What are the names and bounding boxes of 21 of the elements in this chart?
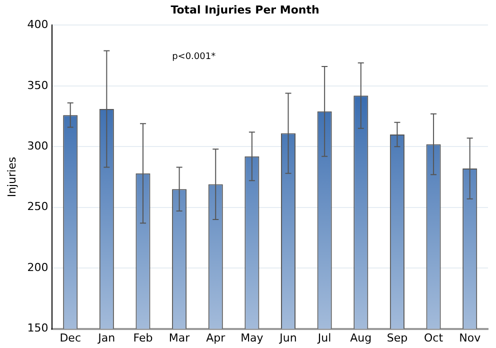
x-tick-label: Sep — [386, 331, 408, 344]
y-tick-label: 300 — [27, 140, 48, 152]
y-tick-label: 250 — [27, 200, 48, 214]
x-tick-label: Nov — [459, 331, 482, 344]
y-tick-label: 350 — [27, 78, 48, 92]
x-tick-label: Jun — [278, 331, 297, 344]
x-tick-label: Oct — [424, 331, 444, 344]
x-tick-label: Aug — [350, 331, 372, 344]
x-tick-label: Dec — [60, 331, 82, 344]
y-tick-label: 200 — [27, 260, 48, 274]
x-tick-label: Mar — [168, 331, 190, 344]
y-axis-title: Injuries — [5, 156, 18, 198]
y-tick-label: 150 — [27, 322, 48, 335]
chart-title: Total Injuries Per Month — [170, 3, 320, 16]
x-tick-label: Jul — [316, 331, 332, 344]
x-tick-label: Apr — [206, 331, 226, 344]
x-tick-label: May — [240, 331, 264, 344]
x-tick-label: Feb — [133, 331, 153, 344]
y-tick-label: 400 — [27, 18, 48, 32]
x-tick-label: Jan — [97, 331, 116, 344]
annotation: p<0.001* — [172, 52, 216, 62]
